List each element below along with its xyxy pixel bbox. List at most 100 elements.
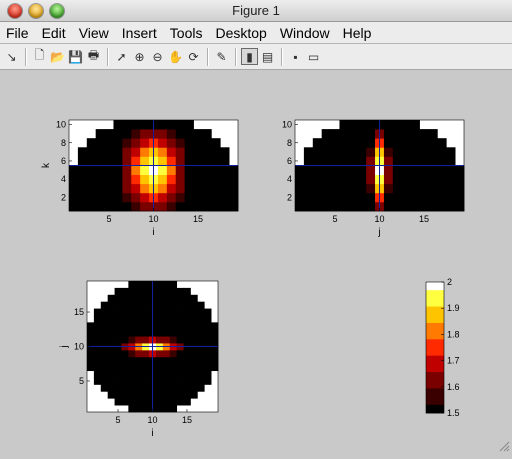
heatmap-cell bbox=[121, 377, 129, 385]
colorbar-segment bbox=[426, 376, 444, 379]
heatmap-cell bbox=[357, 156, 367, 166]
colorbar-icon[interactable]: ▮ bbox=[241, 48, 258, 65]
heatmap-cell bbox=[100, 370, 109, 378]
resize-grip-icon[interactable] bbox=[498, 440, 510, 452]
colorbar-segment bbox=[426, 359, 444, 363]
heatmap-cell bbox=[162, 336, 171, 344]
heatmap-cell bbox=[114, 363, 122, 372]
heatmap-cell bbox=[190, 336, 198, 344]
heatmap-cell bbox=[383, 174, 394, 185]
data-cursor-icon[interactable]: ✎ bbox=[216, 49, 227, 64]
heatmap-cell bbox=[114, 294, 122, 303]
heatmap-cell bbox=[229, 201, 239, 212]
heatmap-cell bbox=[176, 349, 184, 358]
heatmap-cell bbox=[157, 147, 168, 157]
heatmap-axes-3: 5 10 15 5 10 15 i j bbox=[59, 280, 219, 439]
print-icon[interactable]: 🖶 bbox=[87, 48, 100, 62]
heatmap-cell bbox=[366, 165, 376, 175]
heatmap-cell bbox=[157, 192, 168, 203]
heatmap-cell bbox=[100, 356, 109, 365]
heatmap-cell bbox=[104, 201, 114, 212]
heatmap-cell bbox=[321, 147, 331, 157]
heatmap-cell bbox=[128, 336, 136, 344]
heatmap-cell bbox=[383, 129, 394, 139]
heatmap-cell bbox=[211, 349, 219, 358]
heatmap-cell bbox=[183, 391, 191, 399]
menu-insert[interactable]: Insert bbox=[121, 24, 157, 41]
heatmap-cell bbox=[142, 398, 150, 406]
hide-plot-tools-icon[interactable]: ▪ bbox=[293, 49, 298, 64]
zoom-out-icon[interactable]: ⊖ bbox=[152, 49, 163, 64]
menu-window[interactable]: Window bbox=[279, 24, 330, 41]
zoom-in-icon[interactable]: ⊕ bbox=[134, 49, 145, 64]
colorbar-segment bbox=[426, 384, 444, 387]
x-tick-label: 5 bbox=[116, 415, 121, 425]
heatmap-cell bbox=[175, 120, 186, 130]
heatmap-cell bbox=[93, 315, 102, 323]
menu-help[interactable]: Help bbox=[342, 24, 372, 41]
minimize-window-button[interactable] bbox=[29, 4, 43, 18]
x-axis-label: j bbox=[377, 227, 380, 238]
heatmap-cell bbox=[428, 138, 438, 148]
heatmap-cell bbox=[183, 322, 191, 330]
rotate-3d-icon[interactable]: ⟳ bbox=[188, 49, 199, 64]
heatmap-cell bbox=[157, 120, 168, 130]
heatmap-cell bbox=[121, 315, 129, 323]
heatmap-cell bbox=[339, 147, 349, 157]
heatmap-cell bbox=[135, 329, 143, 337]
heatmap-cell bbox=[211, 165, 221, 175]
heatmap-cell bbox=[175, 174, 186, 185]
heatmap-cell bbox=[410, 165, 420, 175]
save-icon[interactable]: 💾 bbox=[68, 49, 83, 64]
select-arrow-icon[interactable]: ➚ bbox=[116, 49, 127, 64]
heatmap-cell bbox=[77, 147, 88, 157]
open-file-icon[interactable]: 📂 bbox=[50, 49, 65, 64]
heatmap-cell bbox=[107, 349, 115, 358]
heatmap-cell bbox=[113, 120, 123, 130]
heatmap-cell bbox=[131, 156, 141, 166]
heatmap-cell bbox=[220, 165, 230, 175]
maximize-window-button[interactable] bbox=[50, 4, 64, 18]
menu-view[interactable]: View bbox=[78, 24, 109, 41]
colorbar-segment bbox=[426, 298, 444, 301]
heatmap-cell bbox=[303, 147, 314, 157]
heatmap-cell bbox=[107, 391, 115, 399]
heatmap-cell bbox=[155, 377, 164, 385]
heatmap-axes-2: 5 10 15 2 4 6 8 10 j bbox=[282, 120, 465, 238]
heatmap-cell bbox=[190, 315, 198, 323]
menu-edit[interactable]: Edit bbox=[41, 24, 66, 41]
heatmap-cell bbox=[169, 405, 178, 413]
heatmap-cell bbox=[321, 183, 331, 194]
heatmap-cell bbox=[135, 287, 143, 296]
heatmap-cell bbox=[446, 147, 456, 157]
close-window-button[interactable] bbox=[8, 4, 22, 18]
heatmap-cell bbox=[162, 349, 171, 358]
menu-tools[interactable]: Tools bbox=[169, 24, 203, 41]
heatmap-cell bbox=[229, 165, 239, 175]
x-tick-label: 10 bbox=[374, 214, 384, 224]
dock-arrow-icon[interactable]: ↘ bbox=[6, 49, 17, 64]
pan-hand-icon[interactable]: ✋ bbox=[168, 49, 183, 64]
heatmap-cell bbox=[155, 322, 164, 330]
show-plot-tools-icon[interactable]: ▭ bbox=[307, 49, 320, 64]
heatmap-cell bbox=[401, 165, 412, 175]
heatmap-cell bbox=[142, 294, 150, 303]
menu-desktop[interactable]: Desktop bbox=[215, 24, 267, 41]
toolbar-separator bbox=[281, 47, 283, 66]
heatmap-cell bbox=[107, 370, 115, 378]
colorbar-segment bbox=[426, 363, 444, 367]
menu-file[interactable]: File bbox=[6, 24, 29, 41]
colorbar-segment bbox=[426, 400, 444, 404]
heatmap-cell bbox=[401, 174, 412, 185]
colorbar-tick-label: 1.8 bbox=[447, 329, 460, 339]
heatmap-cell bbox=[339, 129, 349, 139]
heatmap-cell bbox=[131, 165, 141, 175]
heatmap-cell bbox=[86, 165, 97, 175]
new-figure-icon[interactable]: 🗋 bbox=[34, 48, 45, 62]
heatmap-cell bbox=[169, 315, 178, 323]
heatmap-cell bbox=[104, 156, 114, 166]
heatmap-cell bbox=[202, 129, 212, 139]
legend-icon[interactable]: ▤ bbox=[261, 49, 274, 64]
heatmap-cell bbox=[190, 294, 198, 303]
heatmap-cell bbox=[157, 174, 168, 185]
